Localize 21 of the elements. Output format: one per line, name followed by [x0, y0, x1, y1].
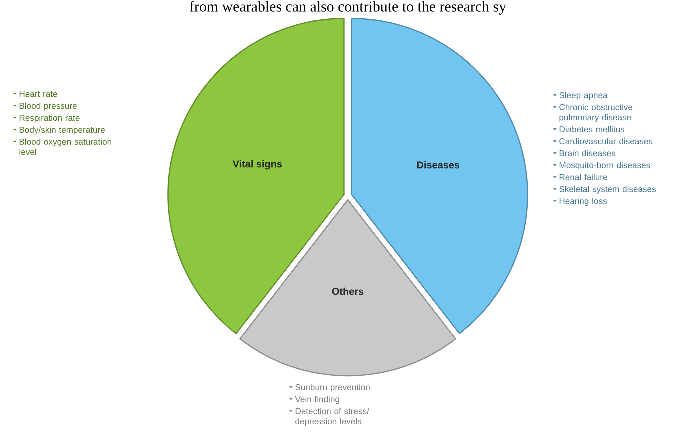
text: Heart rate	[20, 91, 58, 98]
text: Brain diseases	[560, 150, 616, 156]
text: Blood pressure	[20, 102, 77, 111]
text: Cardiovascular diseases	[560, 138, 653, 145]
text: Chronic obstructive pulmonary disease	[560, 104, 633, 122]
text: Sunburn prevention	[296, 384, 370, 392]
text: Body/skin temperature	[20, 126, 106, 135]
text: Blood oxygen saturation level	[20, 138, 112, 156]
text: Skeletal system diseases	[560, 186, 656, 194]
text: Diabetes mellitus	[560, 126, 625, 133]
slice-label: Others	[332, 288, 364, 296]
text: Detection of stress/ depression levels	[296, 408, 370, 426]
slice-label: Vital signs	[232, 160, 282, 170]
slice-label: Diseases	[417, 161, 460, 169]
text: from wearables can also contribute to the research sy	[190, 1, 506, 15]
text: Renal failure	[560, 174, 608, 180]
text: Hearing loss	[560, 198, 607, 206]
text: Sleep apnea	[560, 92, 608, 100]
text: Respiration rate	[20, 114, 80, 123]
text: Vein finding	[295, 396, 340, 404]
text: Mosquito-born diseases	[560, 162, 650, 170]
